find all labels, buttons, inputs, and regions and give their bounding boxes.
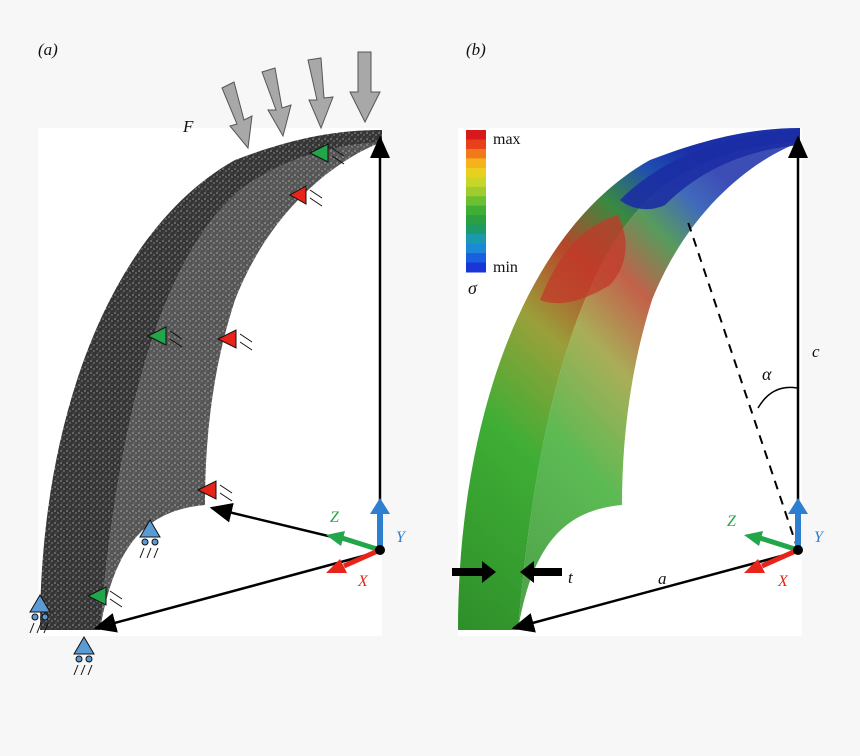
y-support-marker — [73, 636, 95, 676]
shell-inner-face-a — [100, 142, 382, 630]
legend-swatch — [466, 130, 486, 140]
legend-swatch — [466, 215, 486, 226]
boundary-markers — [29, 143, 345, 676]
legend-swatch — [466, 205, 486, 216]
legend-colorbar — [466, 130, 486, 273]
panel-b: max min σ α c a t Y Z X — [452, 128, 825, 636]
thickness-arrows: t — [452, 561, 574, 587]
y-support-marker — [139, 519, 161, 559]
a-label: a — [658, 569, 667, 588]
x-axis-label: X — [357, 573, 369, 590]
angle-arc — [757, 386, 798, 409]
legend-swatch — [466, 196, 486, 207]
x-constraint-marker — [288, 185, 323, 207]
z-constraint-marker — [308, 143, 345, 165]
legend-swatch — [466, 167, 486, 178]
low-stress-region — [620, 130, 800, 210]
shell-mesh-a — [40, 130, 382, 630]
legend-max-label: max — [493, 131, 521, 148]
legend-swatch — [466, 224, 486, 235]
z-constraint-marker — [146, 326, 183, 348]
legend-swatch — [466, 158, 486, 169]
z-axis-label: Z — [727, 513, 737, 530]
x-constraint-marker — [216, 329, 253, 351]
y-axis-label: Y — [396, 529, 407, 546]
legend-swatch — [466, 139, 486, 150]
legend-swatch — [466, 243, 486, 254]
c-label: c — [812, 342, 820, 361]
legend-swatch — [466, 148, 486, 159]
legend-swatch — [466, 186, 486, 197]
stress-contour-inner-face — [518, 142, 800, 630]
panel-a-label: (a) — [38, 40, 58, 59]
z-constraint-marker — [86, 586, 123, 608]
z-axis-label: Z — [330, 509, 340, 526]
applied-force-arrows — [221, 51, 381, 150]
x-constraint-marker — [196, 480, 233, 502]
legend-symbol: σ — [468, 278, 478, 298]
y-support-marker — [29, 594, 51, 634]
force-label: F — [182, 117, 194, 136]
stress-contour-shell — [458, 128, 800, 630]
legend-swatch — [466, 253, 486, 264]
x-axis-label: X — [777, 573, 789, 590]
alpha-label: α — [762, 364, 772, 384]
legend-min-label: min — [493, 259, 518, 276]
legend-swatch — [466, 177, 486, 188]
t-label: t — [568, 568, 574, 587]
a-dimension-arrow — [511, 550, 797, 633]
stress-legend: max min σ — [466, 130, 521, 298]
force-arrow — [221, 81, 253, 150]
panel-a: F Y Z X — [29, 51, 407, 676]
outer-radius-arrow — [93, 550, 379, 633]
coordinate-axes-b: Y Z X — [727, 498, 825, 590]
legend-swatch — [466, 262, 486, 273]
y-axis-label: Y — [814, 529, 825, 546]
force-arrow — [261, 67, 292, 138]
angle-dashed-line — [687, 221, 799, 551]
coordinate-axes-a: Y Z X — [326, 498, 407, 590]
force-arrow — [307, 57, 334, 130]
legend-swatch — [466, 234, 486, 245]
force-arrow — [349, 51, 381, 124]
panel-b-label: (b) — [466, 40, 486, 59]
high-stress-region — [540, 215, 626, 304]
